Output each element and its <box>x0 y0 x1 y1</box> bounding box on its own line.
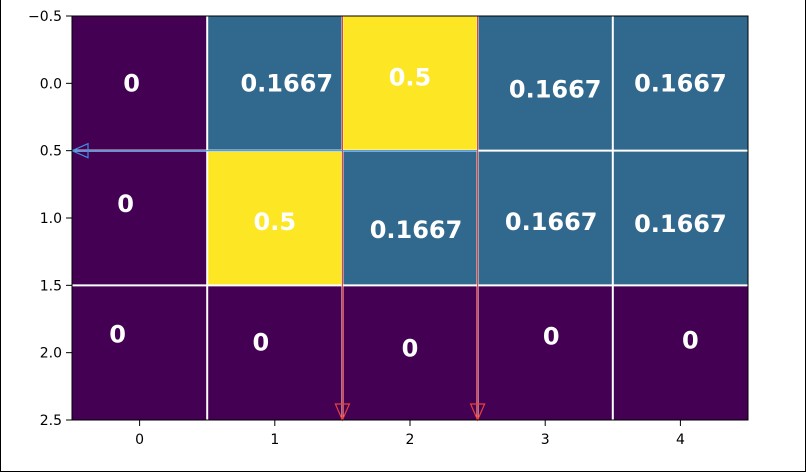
heatmap-cell-r1-c3 <box>477 150 613 286</box>
y-tick-label: −0.5 <box>28 9 62 25</box>
figure-border-left <box>0 0 1 472</box>
cell-label: 0 <box>682 327 699 355</box>
y-tick-label: 0.5 <box>40 144 62 160</box>
heatmap-cell-r0-c0 <box>72 16 208 151</box>
cell-label: 0.1667 <box>370 216 463 244</box>
heatmap-cell-r2-c2 <box>342 285 478 420</box>
heatmap-cell-r0-c3 <box>477 16 613 151</box>
cell-label: 0 <box>109 321 126 349</box>
x-tick-label: 2 <box>406 432 415 448</box>
heatmap-cell-r2-c1 <box>207 285 343 420</box>
cell-label: 0.1667 <box>240 69 333 97</box>
cell-label: 0.5 <box>389 63 432 91</box>
x-tick-label: 0 <box>135 432 144 448</box>
heatmap-cell-r1-c4 <box>612 150 748 286</box>
arrow-head-2 <box>70 142 89 159</box>
y-tick-label: 1.5 <box>40 278 62 294</box>
cell-label: 0.1667 <box>634 69 727 97</box>
x-tick-label: 1 <box>270 432 279 448</box>
cell-label: 0 <box>117 190 134 218</box>
cell-label: 0.1667 <box>505 208 598 236</box>
heatmap-cell-r1-c2 <box>342 150 478 286</box>
cell-label: 0.5 <box>254 208 297 236</box>
cell-label: 0 <box>402 335 419 363</box>
heatmap-cell-r2-c3 <box>477 285 613 420</box>
y-tick-label: 1.0 <box>40 211 62 227</box>
y-tick-label: 2.0 <box>40 346 62 362</box>
cell-label: 0.1667 <box>509 75 602 103</box>
arrow-head-0 <box>334 403 351 422</box>
cell-label: 0 <box>123 69 140 97</box>
arrow-head-1 <box>469 403 486 422</box>
heatmap-cell-r2-c0 <box>72 285 208 420</box>
heatmap-cell-r1-c1 <box>207 150 343 286</box>
y-tick-label: 0.0 <box>40 76 62 92</box>
heatmap-cell-r1-c0 <box>72 150 208 286</box>
x-tick-label: 3 <box>541 432 550 448</box>
y-tick-label: 2.5 <box>40 413 62 429</box>
cell-label: 0.1667 <box>634 210 727 238</box>
heatmap-cell-r0-c2 <box>342 16 478 151</box>
heatmap-cell-r2-c4 <box>612 285 748 420</box>
cell-label: 0 <box>543 323 560 351</box>
heatmap-cell-r0-c1 <box>207 16 343 151</box>
heatmap-cell-r0-c4 <box>612 16 748 151</box>
cell-label: 0 <box>252 329 269 357</box>
x-tick-label: 4 <box>676 432 685 448</box>
